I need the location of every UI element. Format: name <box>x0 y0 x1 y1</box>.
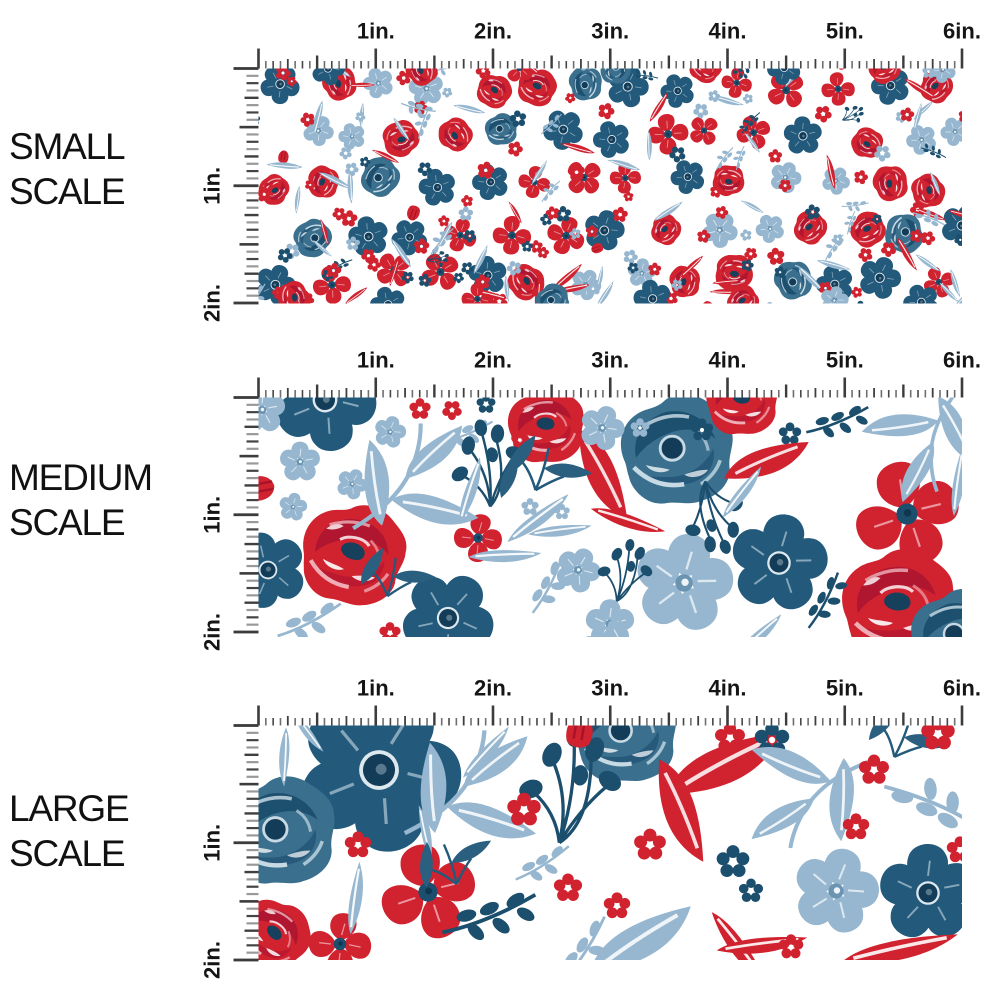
svg-text:1in.: 1in. <box>200 824 225 862</box>
svg-text:4in.: 4in. <box>709 676 747 701</box>
svg-text:1in.: 1in. <box>357 19 395 44</box>
svg-text:2in.: 2in. <box>200 613 225 651</box>
svg-text:2in.: 2in. <box>474 676 512 701</box>
svg-text:1in.: 1in. <box>200 167 225 205</box>
svg-text:6in.: 6in. <box>943 19 981 44</box>
svg-text:1in.: 1in. <box>200 496 225 534</box>
svg-text:3in.: 3in. <box>591 348 629 373</box>
svg-text:5in.: 5in. <box>826 676 864 701</box>
svg-text:2in.: 2in. <box>200 941 225 979</box>
svg-text:2in.: 2in. <box>474 19 512 44</box>
svg-text:6in.: 6in. <box>943 676 981 701</box>
svg-text:1in.: 1in. <box>357 676 395 701</box>
svg-text:3in.: 3in. <box>591 676 629 701</box>
svg-text:2in.: 2in. <box>200 284 225 322</box>
svg-text:2in.: 2in. <box>474 348 512 373</box>
svg-text:3in.: 3in. <box>591 19 629 44</box>
svg-text:6in.: 6in. <box>943 348 981 373</box>
svg-text:1in.: 1in. <box>357 348 395 373</box>
svg-text:4in.: 4in. <box>709 348 747 373</box>
svg-text:4in.: 4in. <box>709 19 747 44</box>
svg-text:5in.: 5in. <box>826 19 864 44</box>
svg-text:5in.: 5in. <box>826 348 864 373</box>
